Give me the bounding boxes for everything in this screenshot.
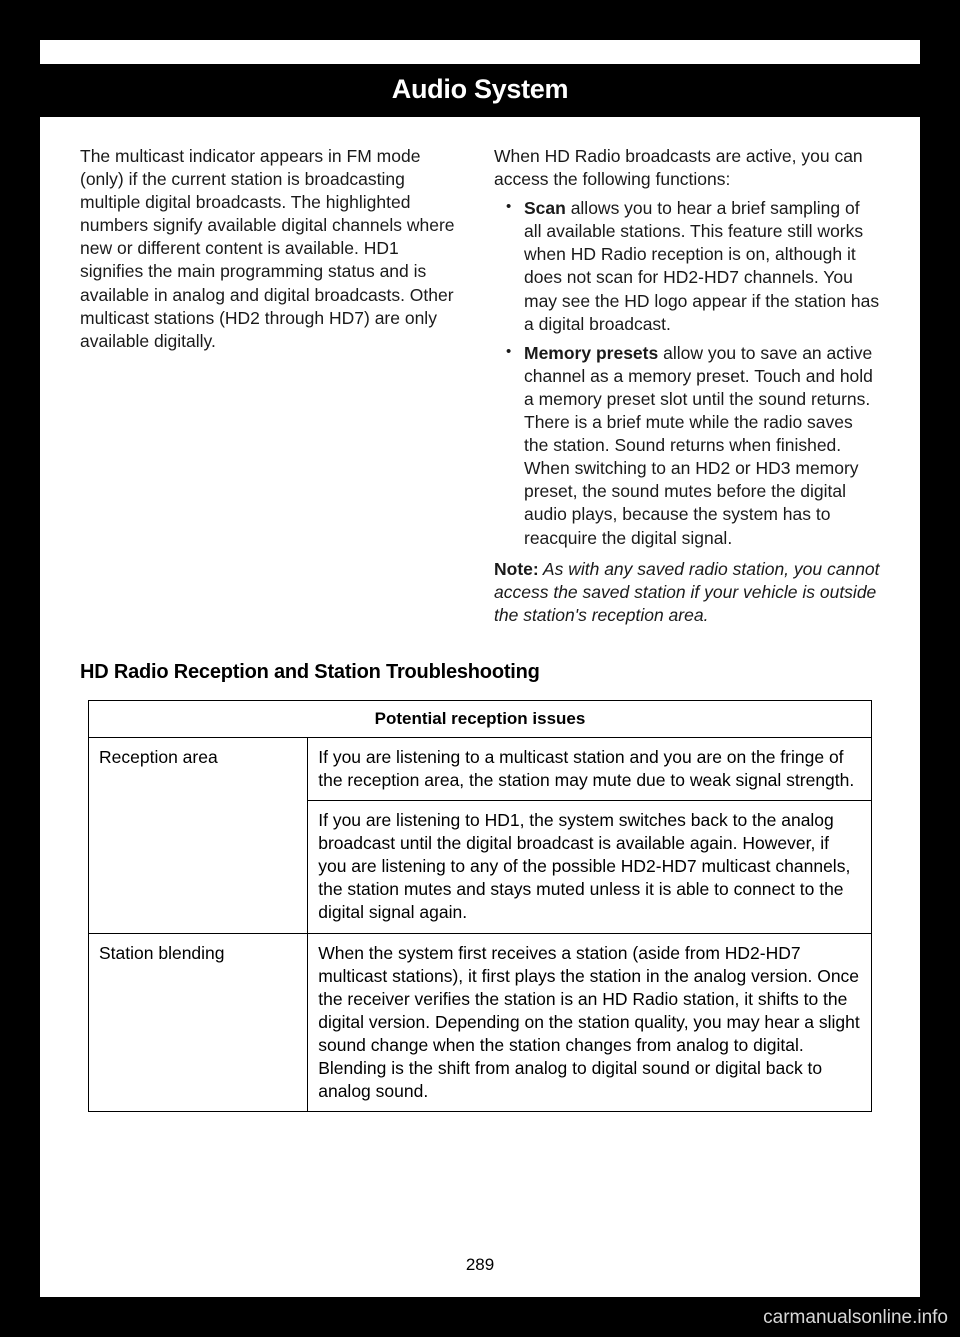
bullet-text: allow you to save an active channel as a…: [524, 343, 873, 548]
list-item: Memory presets allow you to save an acti…: [494, 342, 880, 550]
note-label: Note:: [494, 559, 539, 579]
body-paragraph: When HD Radio broadcasts are active, you…: [494, 145, 880, 191]
bullet-list: Scan allows you to hear a brief sampling…: [494, 197, 880, 549]
header-bar: Audio System: [40, 64, 920, 117]
table-content-cell: When the system first receives a station…: [308, 933, 872, 1112]
section-heading: HD Radio Reception and Station Troublesh…: [80, 661, 880, 684]
table-label-cell: Station blending: [89, 933, 308, 1112]
table-row: Station blending When the system first r…: [89, 933, 872, 1112]
table-content-cell: If you are listening to HD1, the system …: [308, 801, 872, 933]
table-content-cell: If you are listening to a multicast stat…: [308, 737, 872, 800]
table-container: Potential reception issues Reception are…: [80, 700, 880, 1112]
watermark-text: carmanualsonline.info: [763, 1307, 948, 1329]
bullet-bold: Memory presets: [524, 343, 658, 363]
page-number: 289: [40, 1255, 920, 1275]
list-item: Scan allows you to hear a brief sampling…: [494, 197, 880, 336]
page-header-title: Audio System: [40, 74, 920, 105]
bullet-bold: Scan: [524, 198, 566, 218]
manual-page: Audio System The multicast indicator app…: [34, 34, 926, 1303]
note-block: Note: As with any saved radio station, y…: [494, 558, 880, 627]
table-header-row: Potential reception issues: [89, 700, 872, 737]
two-column-layout: The multicast indicator appears in FM mo…: [80, 145, 880, 633]
bullet-text: allows you to hear a brief sampling of a…: [524, 198, 879, 333]
table-row: Reception area If you are listening to a…: [89, 737, 872, 800]
table-label-cell: Reception area: [89, 737, 308, 933]
table-header-cell: Potential reception issues: [89, 700, 872, 737]
body-paragraph: The multicast indicator appears in FM mo…: [80, 145, 466, 353]
troubleshooting-table: Potential reception issues Reception are…: [88, 700, 872, 1112]
page-content: The multicast indicator appears in FM mo…: [40, 117, 920, 1112]
right-column: When HD Radio broadcasts are active, you…: [494, 145, 880, 633]
note-text: As with any saved radio station, you can…: [494, 559, 880, 625]
left-column: The multicast indicator appears in FM mo…: [80, 145, 466, 633]
